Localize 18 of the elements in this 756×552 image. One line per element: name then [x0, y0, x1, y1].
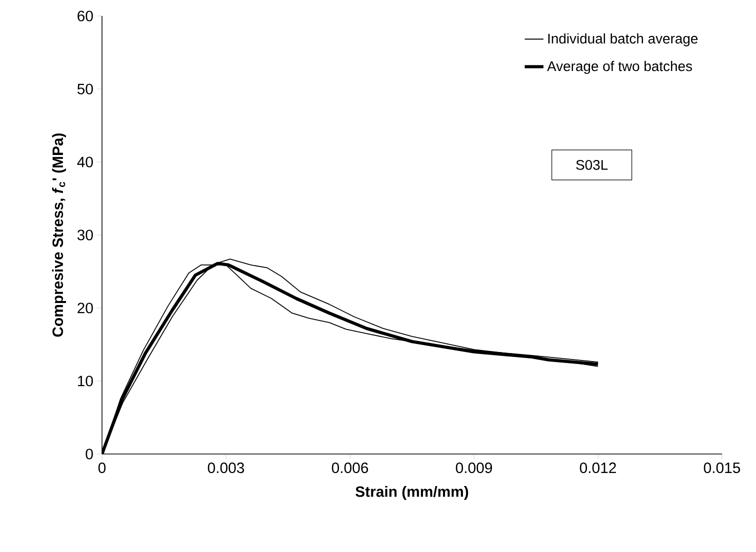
- legend-label: Average of two batches: [547, 60, 692, 74]
- annotation: S03L: [576, 160, 608, 170]
- y-tick-label: 30: [77, 230, 93, 240]
- y-axis-title: Compresive Stress, f$_{c}$' (MPa): [52, 133, 66, 337]
- y-tick-label: 10: [78, 376, 93, 386]
- y-tick-label: 60: [78, 10, 93, 22]
- y-tick-label: 0: [86, 448, 93, 460]
- legend-label: Individual batch average: [548, 33, 698, 46]
- x-tick-label: 0.012: [580, 462, 616, 474]
- y-tick-label: 50: [77, 84, 93, 94]
- x-tick-label: 0.009: [456, 462, 492, 474]
- x-tick-label: 0.006: [332, 462, 368, 474]
- y-tick-label: 20: [78, 302, 93, 314]
- x-tick-label: 0.015: [704, 462, 740, 474]
- x-tick-label: 0: [98, 462, 106, 474]
- x-tick-label: 0.003: [208, 462, 244, 474]
- x-axis-title: Strain (mm/mm): [356, 486, 468, 500]
- y-tick-label: 40: [77, 156, 93, 168]
